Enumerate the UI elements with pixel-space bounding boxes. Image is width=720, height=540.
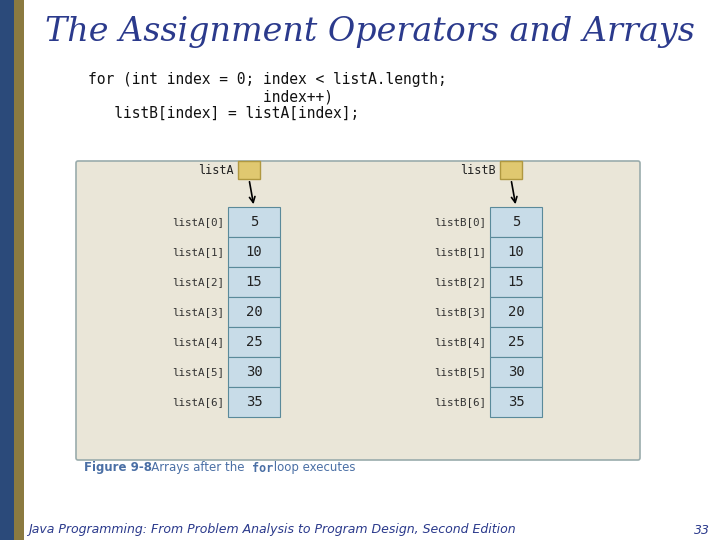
Bar bbox=[228, 357, 280, 387]
Text: 10: 10 bbox=[246, 245, 262, 259]
Text: listA[0]: listA[0] bbox=[172, 217, 224, 227]
Text: listB[6]: listB[6] bbox=[434, 397, 486, 407]
Bar bbox=[228, 297, 280, 327]
Text: Arrays after the: Arrays after the bbox=[140, 462, 248, 475]
Text: listA[1]: listA[1] bbox=[172, 247, 224, 257]
Text: 33: 33 bbox=[694, 523, 710, 537]
Text: Java Programming: From Problem Analysis to Program Design, Second Edition: Java Programming: From Problem Analysis … bbox=[28, 523, 516, 537]
Text: for (int index = 0; index < listA.length;: for (int index = 0; index < listA.length… bbox=[88, 72, 446, 87]
Text: 15: 15 bbox=[508, 275, 524, 289]
Bar bbox=[0, 0, 14, 540]
Text: 30: 30 bbox=[508, 365, 524, 379]
Bar bbox=[490, 357, 542, 387]
Bar bbox=[228, 387, 280, 417]
Text: listB[3]: listB[3] bbox=[434, 307, 486, 317]
Bar bbox=[238, 161, 260, 179]
Text: 15: 15 bbox=[246, 275, 262, 289]
Text: listA[5]: listA[5] bbox=[172, 367, 224, 377]
Text: 5: 5 bbox=[512, 215, 520, 229]
Text: 35: 35 bbox=[508, 395, 524, 409]
Bar bbox=[228, 207, 280, 237]
Text: listA[6]: listA[6] bbox=[172, 397, 224, 407]
Text: 20: 20 bbox=[246, 305, 262, 319]
Text: listB[0]: listB[0] bbox=[434, 217, 486, 227]
FancyBboxPatch shape bbox=[76, 161, 640, 460]
Text: index++): index++) bbox=[88, 89, 333, 104]
Text: The Assignment Operators and Arrays: The Assignment Operators and Arrays bbox=[45, 16, 695, 48]
Text: listA[4]: listA[4] bbox=[172, 337, 224, 347]
Text: Figure 9-8: Figure 9-8 bbox=[84, 462, 152, 475]
Text: 5: 5 bbox=[250, 215, 258, 229]
Text: listB: listB bbox=[460, 164, 496, 177]
Text: listA[2]: listA[2] bbox=[172, 277, 224, 287]
Bar bbox=[228, 237, 280, 267]
Bar bbox=[228, 267, 280, 297]
Bar bbox=[490, 327, 542, 357]
Bar bbox=[490, 387, 542, 417]
Bar bbox=[490, 267, 542, 297]
Text: listA: listA bbox=[199, 164, 234, 177]
Text: 10: 10 bbox=[508, 245, 524, 259]
Text: for: for bbox=[252, 462, 274, 475]
Bar bbox=[490, 207, 542, 237]
Bar bbox=[490, 237, 542, 267]
Text: listB[4]: listB[4] bbox=[434, 337, 486, 347]
Text: listB[2]: listB[2] bbox=[434, 277, 486, 287]
Text: 20: 20 bbox=[508, 305, 524, 319]
Bar bbox=[500, 161, 522, 179]
Text: listA[3]: listA[3] bbox=[172, 307, 224, 317]
Text: 25: 25 bbox=[246, 335, 262, 349]
Text: listB[1]: listB[1] bbox=[434, 247, 486, 257]
Text: loop executes: loop executes bbox=[270, 462, 356, 475]
Text: 35: 35 bbox=[246, 395, 262, 409]
Text: listB[index] = listA[index];: listB[index] = listA[index]; bbox=[88, 106, 359, 121]
Text: 30: 30 bbox=[246, 365, 262, 379]
Bar bbox=[490, 297, 542, 327]
Bar bbox=[228, 327, 280, 357]
Text: 25: 25 bbox=[508, 335, 524, 349]
Text: listB[5]: listB[5] bbox=[434, 367, 486, 377]
Bar bbox=[14, 0, 24, 540]
